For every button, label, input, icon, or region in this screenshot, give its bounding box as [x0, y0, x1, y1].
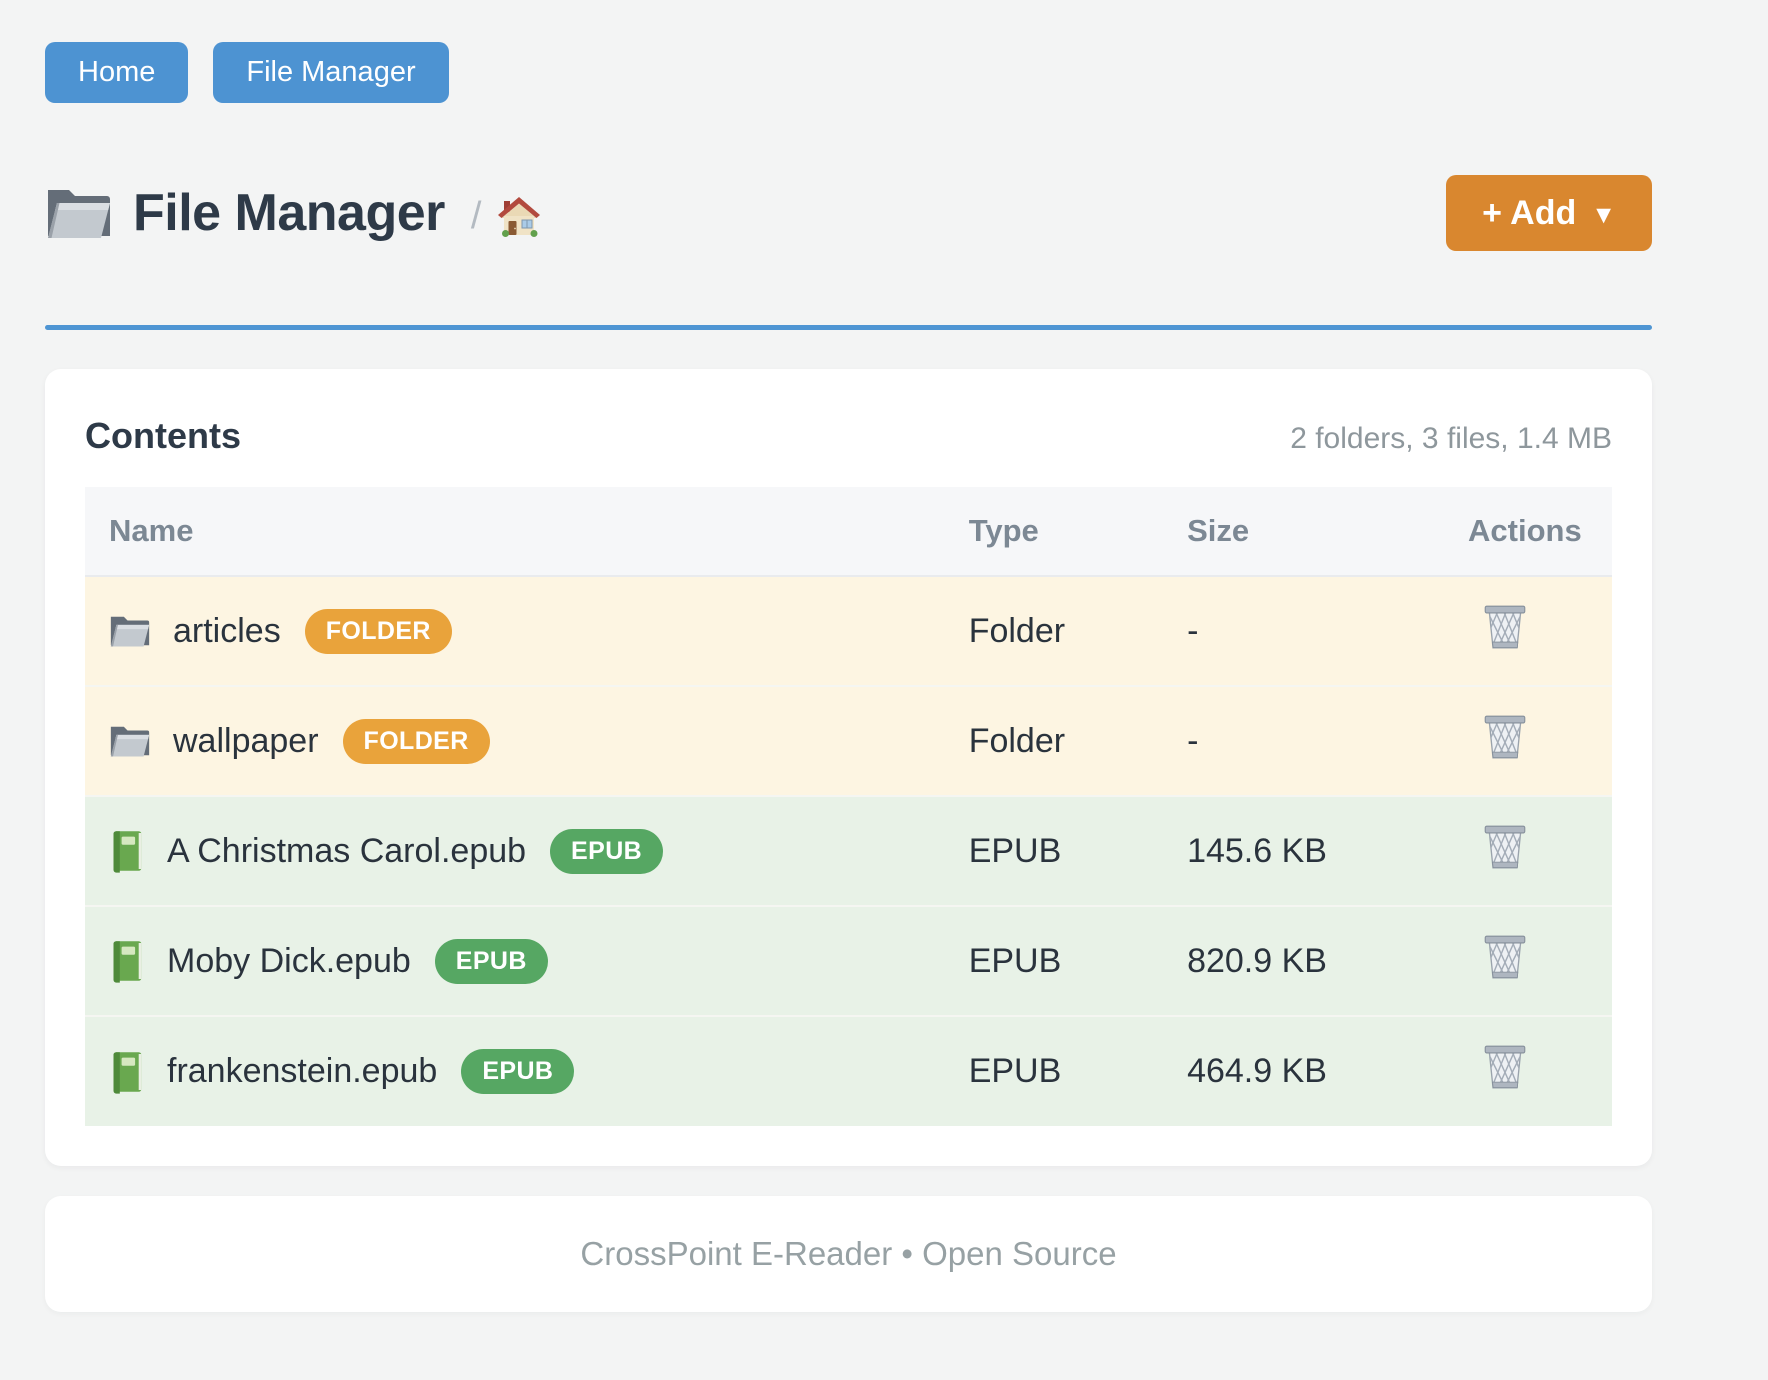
file-table: Name Type Size Actions articles FOLDER F…: [85, 487, 1612, 1126]
wastebasket-icon: [1480, 933, 1530, 981]
table-row: Moby Dick.epub EPUB EPUB 820.9 KB: [85, 905, 1612, 1016]
add-button-label: + Add: [1482, 193, 1577, 232]
wastebasket-icon: [1480, 603, 1530, 651]
chevron-down-icon: ▼: [1591, 200, 1616, 229]
page: Home File Manager File Manager / + Add ▼…: [45, 42, 1652, 1312]
column-header-type: Type: [944, 487, 1164, 577]
footer-text: CrossPoint E-Reader • Open Source: [580, 1235, 1117, 1272]
entry-type: EPUB: [944, 1015, 1164, 1126]
open-folder-icon: [110, 616, 150, 647]
breadcrumb-home-link[interactable]: [497, 196, 541, 238]
table-row: A Christmas Carol.epub EPUB EPUB 145.6 K…: [85, 795, 1612, 906]
open-folder-icon: [48, 190, 110, 238]
column-header-actions: Actions: [1444, 487, 1612, 577]
epub-badge: EPUB: [461, 1049, 575, 1094]
table-row: articles FOLDER Folder -: [85, 576, 1612, 686]
entry-name[interactable]: wallpaper: [173, 721, 319, 760]
wastebasket-icon: [1480, 1043, 1530, 1091]
folder-badge: FOLDER: [342, 718, 490, 764]
home-button[interactable]: Home: [45, 42, 189, 103]
footer-card: CrossPoint E-Reader • Open Source: [45, 1196, 1652, 1312]
entry-type: Folder: [968, 611, 1066, 650]
delete-button[interactable]: [1480, 933, 1530, 981]
delete-button[interactable]: [1480, 1043, 1530, 1091]
column-header-size: Size: [1163, 487, 1445, 577]
page-title: File Manager: [133, 184, 445, 242]
column-header-name: Name: [85, 487, 945, 577]
folder-badge: FOLDER: [304, 608, 452, 654]
green-book-icon: [113, 831, 142, 873]
delete-button[interactable]: [1480, 603, 1530, 651]
open-folder-icon: [110, 726, 150, 757]
contents-card: Contents 2 folders, 3 files, 1.4 MB Name…: [45, 369, 1652, 1166]
table-row: wallpaper FOLDER Folder -: [85, 685, 1612, 796]
entry-name[interactable]: A Christmas Carol.epub: [167, 831, 527, 870]
entry-size: 145.6 KB: [1163, 795, 1445, 906]
accent-divider: [45, 325, 1652, 330]
table-header-row: Name Type Size Actions: [85, 487, 1612, 577]
file-manager-button[interactable]: File Manager: [213, 42, 449, 103]
wastebasket-icon: [1480, 713, 1530, 761]
house-icon: [497, 196, 541, 238]
contents-summary: 2 folders, 3 files, 1.4 MB: [1290, 422, 1612, 455]
entry-type: Folder: [944, 685, 1164, 796]
green-book-icon: [113, 1051, 142, 1094]
epub-badge: EPUB: [434, 938, 548, 984]
entry-name[interactable]: articles: [173, 611, 281, 650]
entry-type: EPUB: [944, 905, 1164, 1016]
delete-button[interactable]: [1480, 823, 1530, 871]
entry-size: -: [1163, 685, 1445, 796]
delete-button[interactable]: [1480, 713, 1530, 761]
entry-name[interactable]: Moby Dick.epub: [167, 941, 411, 980]
title-wrap: File Manager /: [45, 183, 541, 243]
entry-type: EPUB: [944, 795, 1164, 906]
contents-title: Contents: [85, 415, 241, 456]
entry-size: -: [1187, 611, 1199, 650]
page-header: File Manager / + Add ▼: [45, 175, 1652, 251]
breadcrumb-separator: /: [470, 194, 482, 237]
contents-card-header: Contents 2 folders, 3 files, 1.4 MB: [85, 415, 1612, 457]
entry-name[interactable]: frankenstein.epub: [167, 1052, 438, 1090]
entry-size: 464.9 KB: [1163, 1015, 1445, 1126]
entry-size: 820.9 KB: [1163, 905, 1445, 1016]
add-button[interactable]: + Add ▼: [1446, 175, 1652, 251]
green-book-icon: [113, 941, 142, 983]
epub-badge: EPUB: [550, 828, 664, 874]
top-nav: Home File Manager: [45, 42, 1652, 103]
wastebasket-icon: [1480, 823, 1530, 871]
table-row: frankenstein.epub EPUB EPUB 464.9 KB: [85, 1015, 1612, 1126]
